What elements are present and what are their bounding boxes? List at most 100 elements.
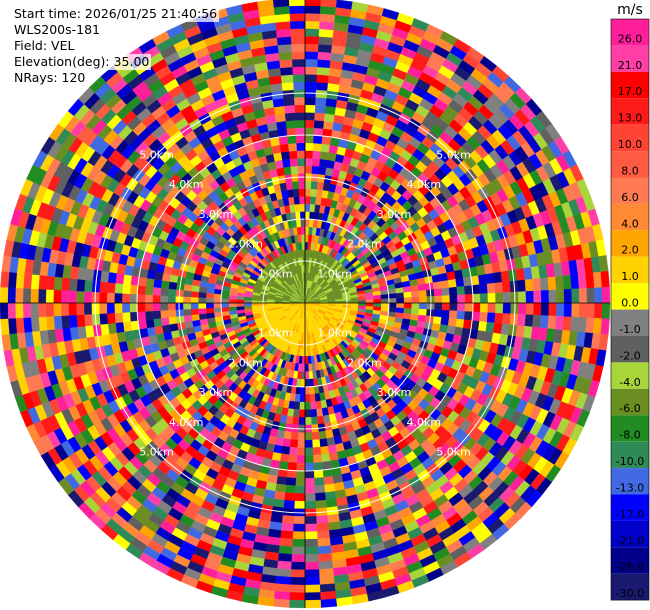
sweep-gate xyxy=(316,74,330,84)
sweep-gate xyxy=(304,493,316,502)
range-rings xyxy=(0,0,610,608)
sweep-gate xyxy=(296,135,306,144)
sweep-gate xyxy=(114,302,123,314)
sweep-gate xyxy=(287,462,297,471)
sweep-gate xyxy=(539,277,549,291)
sweep-gate xyxy=(98,302,108,314)
sweep-gate xyxy=(365,299,374,304)
colorbar-swatch xyxy=(611,494,649,521)
sweep-gate xyxy=(279,537,293,547)
sweep-gate xyxy=(294,493,306,502)
sweep-gate xyxy=(30,316,40,332)
sweep-gate xyxy=(304,142,314,151)
sweep-gate xyxy=(276,568,292,578)
sweep-gate xyxy=(448,286,458,296)
sweep-gate xyxy=(167,309,177,318)
sweep-gate xyxy=(304,554,319,563)
colorbar-tick-label: 2.0 xyxy=(621,244,639,257)
colorbar-swatch xyxy=(611,256,649,284)
sweep-gate xyxy=(198,308,207,315)
sweep-gate xyxy=(548,302,557,317)
sweep-gate xyxy=(297,157,306,167)
sweep-gate xyxy=(301,241,306,250)
sweep-gate xyxy=(388,302,397,308)
velocity-sweep xyxy=(0,0,611,609)
colorbar-swatch xyxy=(611,309,649,336)
sweep-gate xyxy=(190,290,199,298)
scan-info: Start time: 2026/01/25 21:40:56 WLS200s-… xyxy=(12,6,220,86)
sweep-gate xyxy=(284,112,296,122)
sweep-gate xyxy=(524,314,534,328)
sweep-gate xyxy=(555,275,565,290)
colorbar-tick-label: 26.0 xyxy=(618,32,643,45)
sweep-gate xyxy=(296,219,302,228)
sweep-gate xyxy=(319,158,328,168)
sweep-gate xyxy=(228,298,237,304)
sweep-gate xyxy=(502,302,512,314)
sweep-gate xyxy=(293,401,300,410)
sweep-gate xyxy=(296,462,306,471)
sweep-gate xyxy=(314,104,326,114)
colorbar-tick-label: 8.0 xyxy=(621,165,639,178)
sweep-gate xyxy=(533,302,542,316)
sweep-gate xyxy=(402,286,412,293)
sweep-gate xyxy=(277,553,292,563)
sweep-gate xyxy=(0,302,9,320)
sweep-gate xyxy=(273,590,290,601)
sweep-gate xyxy=(292,523,306,532)
sweep-gate xyxy=(106,312,116,324)
sweep-gate xyxy=(280,445,291,455)
sweep-gate xyxy=(190,302,199,310)
sweep-gate xyxy=(276,560,292,570)
sweep-gate xyxy=(411,308,420,316)
sweep-gate xyxy=(455,277,465,288)
sweep-gate xyxy=(276,28,292,38)
sweep-gate xyxy=(304,28,320,37)
sweep-gate xyxy=(137,311,146,321)
sweep-gate xyxy=(107,322,117,335)
sweep-gate xyxy=(410,284,419,293)
sweep-gate xyxy=(220,298,230,304)
sweep-gate xyxy=(294,96,306,106)
colorbar-tick-label: 1.0 xyxy=(621,270,639,283)
sweep-gate xyxy=(585,317,595,334)
sweep-gate xyxy=(433,309,443,318)
sweep-gate xyxy=(287,135,297,144)
sweep-gate xyxy=(310,416,318,425)
sweep-gate xyxy=(292,531,306,540)
sweep-gate xyxy=(313,462,323,471)
sweep-gate xyxy=(440,317,450,326)
sweep-gate xyxy=(76,278,86,292)
sweep-gate xyxy=(517,279,526,292)
sweep-gate xyxy=(292,74,306,83)
sweep-gate xyxy=(280,522,294,532)
sweep-gate xyxy=(316,530,330,540)
sweep-gate xyxy=(288,454,298,464)
sweep-gate xyxy=(289,592,306,601)
colorbar-tick-label: -17.0 xyxy=(616,508,644,521)
sweep-gate xyxy=(289,204,296,213)
sweep-gate xyxy=(304,180,312,189)
sweep-gate xyxy=(144,310,154,320)
colorbar-swatch xyxy=(611,573,649,601)
sweep-gate xyxy=(478,321,488,332)
sweep-gate xyxy=(152,294,161,304)
sweep-gate xyxy=(45,275,55,290)
colorbar-swatch xyxy=(611,388,649,416)
sweep-gate xyxy=(283,430,292,440)
sweep-gate xyxy=(304,561,320,571)
sweep-gate xyxy=(292,181,300,190)
sweep-gate xyxy=(290,28,306,37)
sweep-gate xyxy=(160,317,170,326)
sweep-gate xyxy=(556,289,565,304)
sweep-gate xyxy=(288,446,298,456)
sweep-gate xyxy=(292,538,306,548)
sweep-gate xyxy=(304,409,312,418)
sweep-gate xyxy=(447,317,457,328)
sweep-gate xyxy=(586,302,595,319)
sweep-gate xyxy=(304,35,320,45)
sweep-gate xyxy=(304,119,315,129)
sweep-gate xyxy=(279,143,290,153)
sweep-gate xyxy=(300,386,306,395)
